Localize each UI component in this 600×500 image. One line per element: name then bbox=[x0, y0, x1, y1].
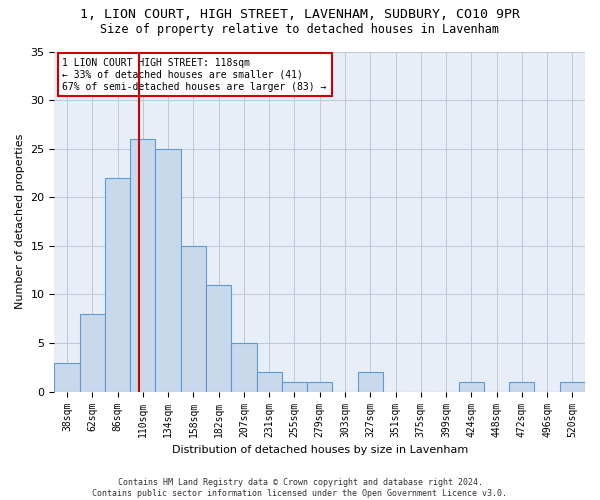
Bar bbox=[307, 382, 332, 392]
Bar bbox=[155, 148, 181, 392]
Bar bbox=[257, 372, 282, 392]
Bar bbox=[55, 362, 80, 392]
Bar bbox=[458, 382, 484, 392]
Bar bbox=[231, 343, 257, 392]
Y-axis label: Number of detached properties: Number of detached properties bbox=[15, 134, 25, 310]
X-axis label: Distribution of detached houses by size in Lavenham: Distribution of detached houses by size … bbox=[172, 445, 468, 455]
Bar bbox=[80, 314, 105, 392]
Bar bbox=[105, 178, 130, 392]
Bar bbox=[282, 382, 307, 392]
Text: Size of property relative to detached houses in Lavenham: Size of property relative to detached ho… bbox=[101, 22, 499, 36]
Bar bbox=[130, 139, 155, 392]
Text: 1, LION COURT, HIGH STREET, LAVENHAM, SUDBURY, CO10 9PR: 1, LION COURT, HIGH STREET, LAVENHAM, SU… bbox=[80, 8, 520, 20]
Bar bbox=[206, 285, 231, 392]
Text: Contains HM Land Registry data © Crown copyright and database right 2024.
Contai: Contains HM Land Registry data © Crown c… bbox=[92, 478, 508, 498]
Bar bbox=[181, 246, 206, 392]
Bar bbox=[509, 382, 535, 392]
Text: 1 LION COURT HIGH STREET: 118sqm
← 33% of detached houses are smaller (41)
67% o: 1 LION COURT HIGH STREET: 118sqm ← 33% o… bbox=[62, 58, 327, 92]
Bar bbox=[560, 382, 585, 392]
Bar bbox=[358, 372, 383, 392]
